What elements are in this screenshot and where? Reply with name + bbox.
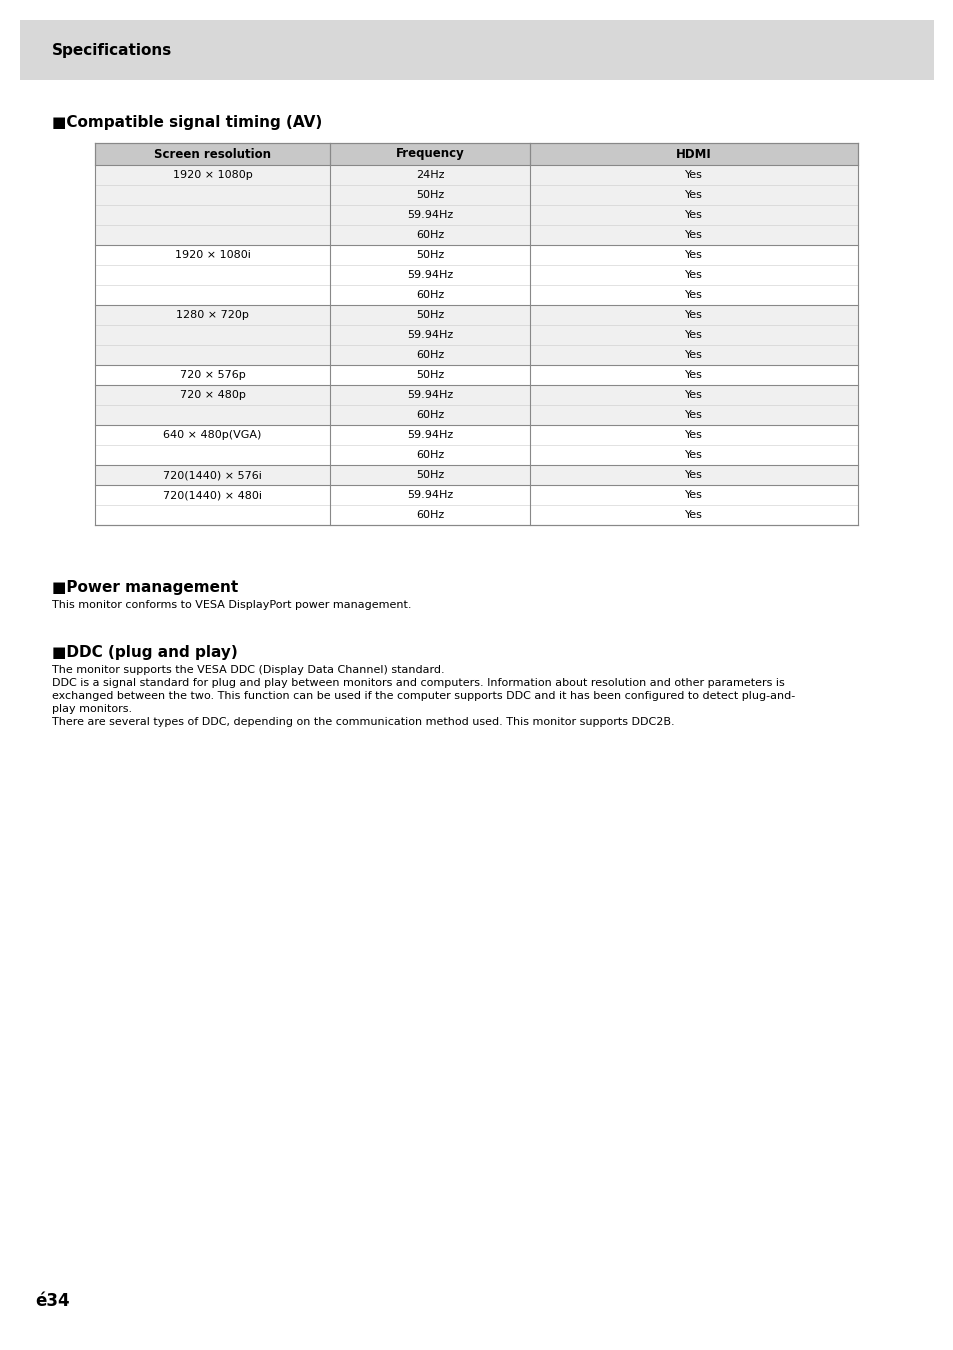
Text: Frequency: Frequency: [395, 147, 464, 161]
Bar: [95, 285, 857, 305]
Text: 60Hz: 60Hz: [416, 410, 444, 420]
Bar: [95, 143, 857, 165]
Text: 50Hz: 50Hz: [416, 190, 444, 200]
Text: Yes: Yes: [684, 250, 702, 261]
Text: 1920 × 1080i: 1920 × 1080i: [174, 250, 251, 261]
Bar: [95, 185, 857, 205]
Text: DDC is a signal standard for plug and play between monitors and computers. Infor: DDC is a signal standard for plug and pl…: [52, 678, 784, 688]
Text: Yes: Yes: [684, 431, 702, 440]
Text: 60Hz: 60Hz: [416, 350, 444, 360]
Text: Yes: Yes: [684, 350, 702, 360]
Bar: [95, 385, 857, 405]
Bar: [95, 225, 857, 244]
Text: 59.94Hz: 59.94Hz: [406, 270, 453, 279]
Bar: [95, 346, 857, 365]
Text: Yes: Yes: [684, 450, 702, 460]
Text: é34: é34: [35, 1292, 70, 1310]
Bar: [95, 325, 857, 346]
Text: ■DDC (plug and play): ■DDC (plug and play): [52, 645, 237, 660]
Text: 720 × 576p: 720 × 576p: [179, 370, 245, 379]
Bar: [20, 20, 933, 80]
Text: Specifications: Specifications: [52, 42, 172, 58]
Text: Yes: Yes: [684, 290, 702, 300]
Text: 60Hz: 60Hz: [416, 450, 444, 460]
Text: 60Hz: 60Hz: [416, 510, 444, 520]
Text: Yes: Yes: [684, 470, 702, 481]
Text: 59.94Hz: 59.94Hz: [406, 211, 453, 220]
Text: ■Power management: ■Power management: [52, 580, 238, 595]
Text: Yes: Yes: [684, 329, 702, 340]
Text: The monitor supports the VESA DDC (Display Data Channel) standard.: The monitor supports the VESA DDC (Displ…: [52, 666, 444, 675]
Text: Yes: Yes: [684, 211, 702, 220]
Text: 640 × 480p(VGA): 640 × 480p(VGA): [163, 431, 261, 440]
Bar: [95, 305, 857, 325]
Text: 59.94Hz: 59.94Hz: [406, 490, 453, 500]
Text: 50Hz: 50Hz: [416, 370, 444, 379]
Text: 720(1440) × 480i: 720(1440) × 480i: [163, 490, 262, 500]
Text: Yes: Yes: [684, 510, 702, 520]
Text: HDMI: HDMI: [676, 147, 711, 161]
Text: 59.94Hz: 59.94Hz: [406, 390, 453, 400]
Text: ■Compatible signal timing (AV): ■Compatible signal timing (AV): [52, 115, 322, 130]
Bar: [95, 405, 857, 425]
Bar: [95, 505, 857, 525]
Text: Yes: Yes: [684, 170, 702, 180]
Bar: [95, 485, 857, 505]
Text: 50Hz: 50Hz: [416, 310, 444, 320]
Text: 720(1440) × 576i: 720(1440) × 576i: [163, 470, 262, 481]
Text: 50Hz: 50Hz: [416, 470, 444, 481]
Text: Screen resolution: Screen resolution: [153, 147, 271, 161]
Text: 1280 × 720p: 1280 × 720p: [176, 310, 249, 320]
Text: Yes: Yes: [684, 410, 702, 420]
Text: 1920 × 1080p: 1920 × 1080p: [172, 170, 253, 180]
Text: 24Hz: 24Hz: [416, 170, 444, 180]
Text: Yes: Yes: [684, 190, 702, 200]
Text: 59.94Hz: 59.94Hz: [406, 431, 453, 440]
Text: exchanged between the two. This function can be used if the computer supports DD: exchanged between the two. This function…: [52, 691, 795, 701]
Text: Yes: Yes: [684, 390, 702, 400]
Text: Yes: Yes: [684, 370, 702, 379]
Bar: [95, 165, 857, 185]
Bar: [95, 425, 857, 446]
Text: This monitor conforms to VESA DisplayPort power management.: This monitor conforms to VESA DisplayPor…: [52, 599, 411, 610]
Bar: [95, 364, 857, 385]
Bar: [95, 205, 857, 225]
Text: 59.94Hz: 59.94Hz: [406, 329, 453, 340]
Text: Yes: Yes: [684, 490, 702, 500]
Text: 50Hz: 50Hz: [416, 250, 444, 261]
Text: Yes: Yes: [684, 230, 702, 240]
Text: play monitors.: play monitors.: [52, 703, 132, 714]
Bar: [95, 244, 857, 265]
Bar: [95, 446, 857, 464]
Text: There are several types of DDC, depending on the communication method used. This: There are several types of DDC, dependin…: [52, 717, 674, 728]
Text: Yes: Yes: [684, 310, 702, 320]
Bar: [95, 265, 857, 285]
Bar: [95, 464, 857, 485]
Text: Yes: Yes: [684, 270, 702, 279]
Text: 60Hz: 60Hz: [416, 230, 444, 240]
Text: 60Hz: 60Hz: [416, 290, 444, 300]
Text: 720 × 480p: 720 × 480p: [179, 390, 245, 400]
